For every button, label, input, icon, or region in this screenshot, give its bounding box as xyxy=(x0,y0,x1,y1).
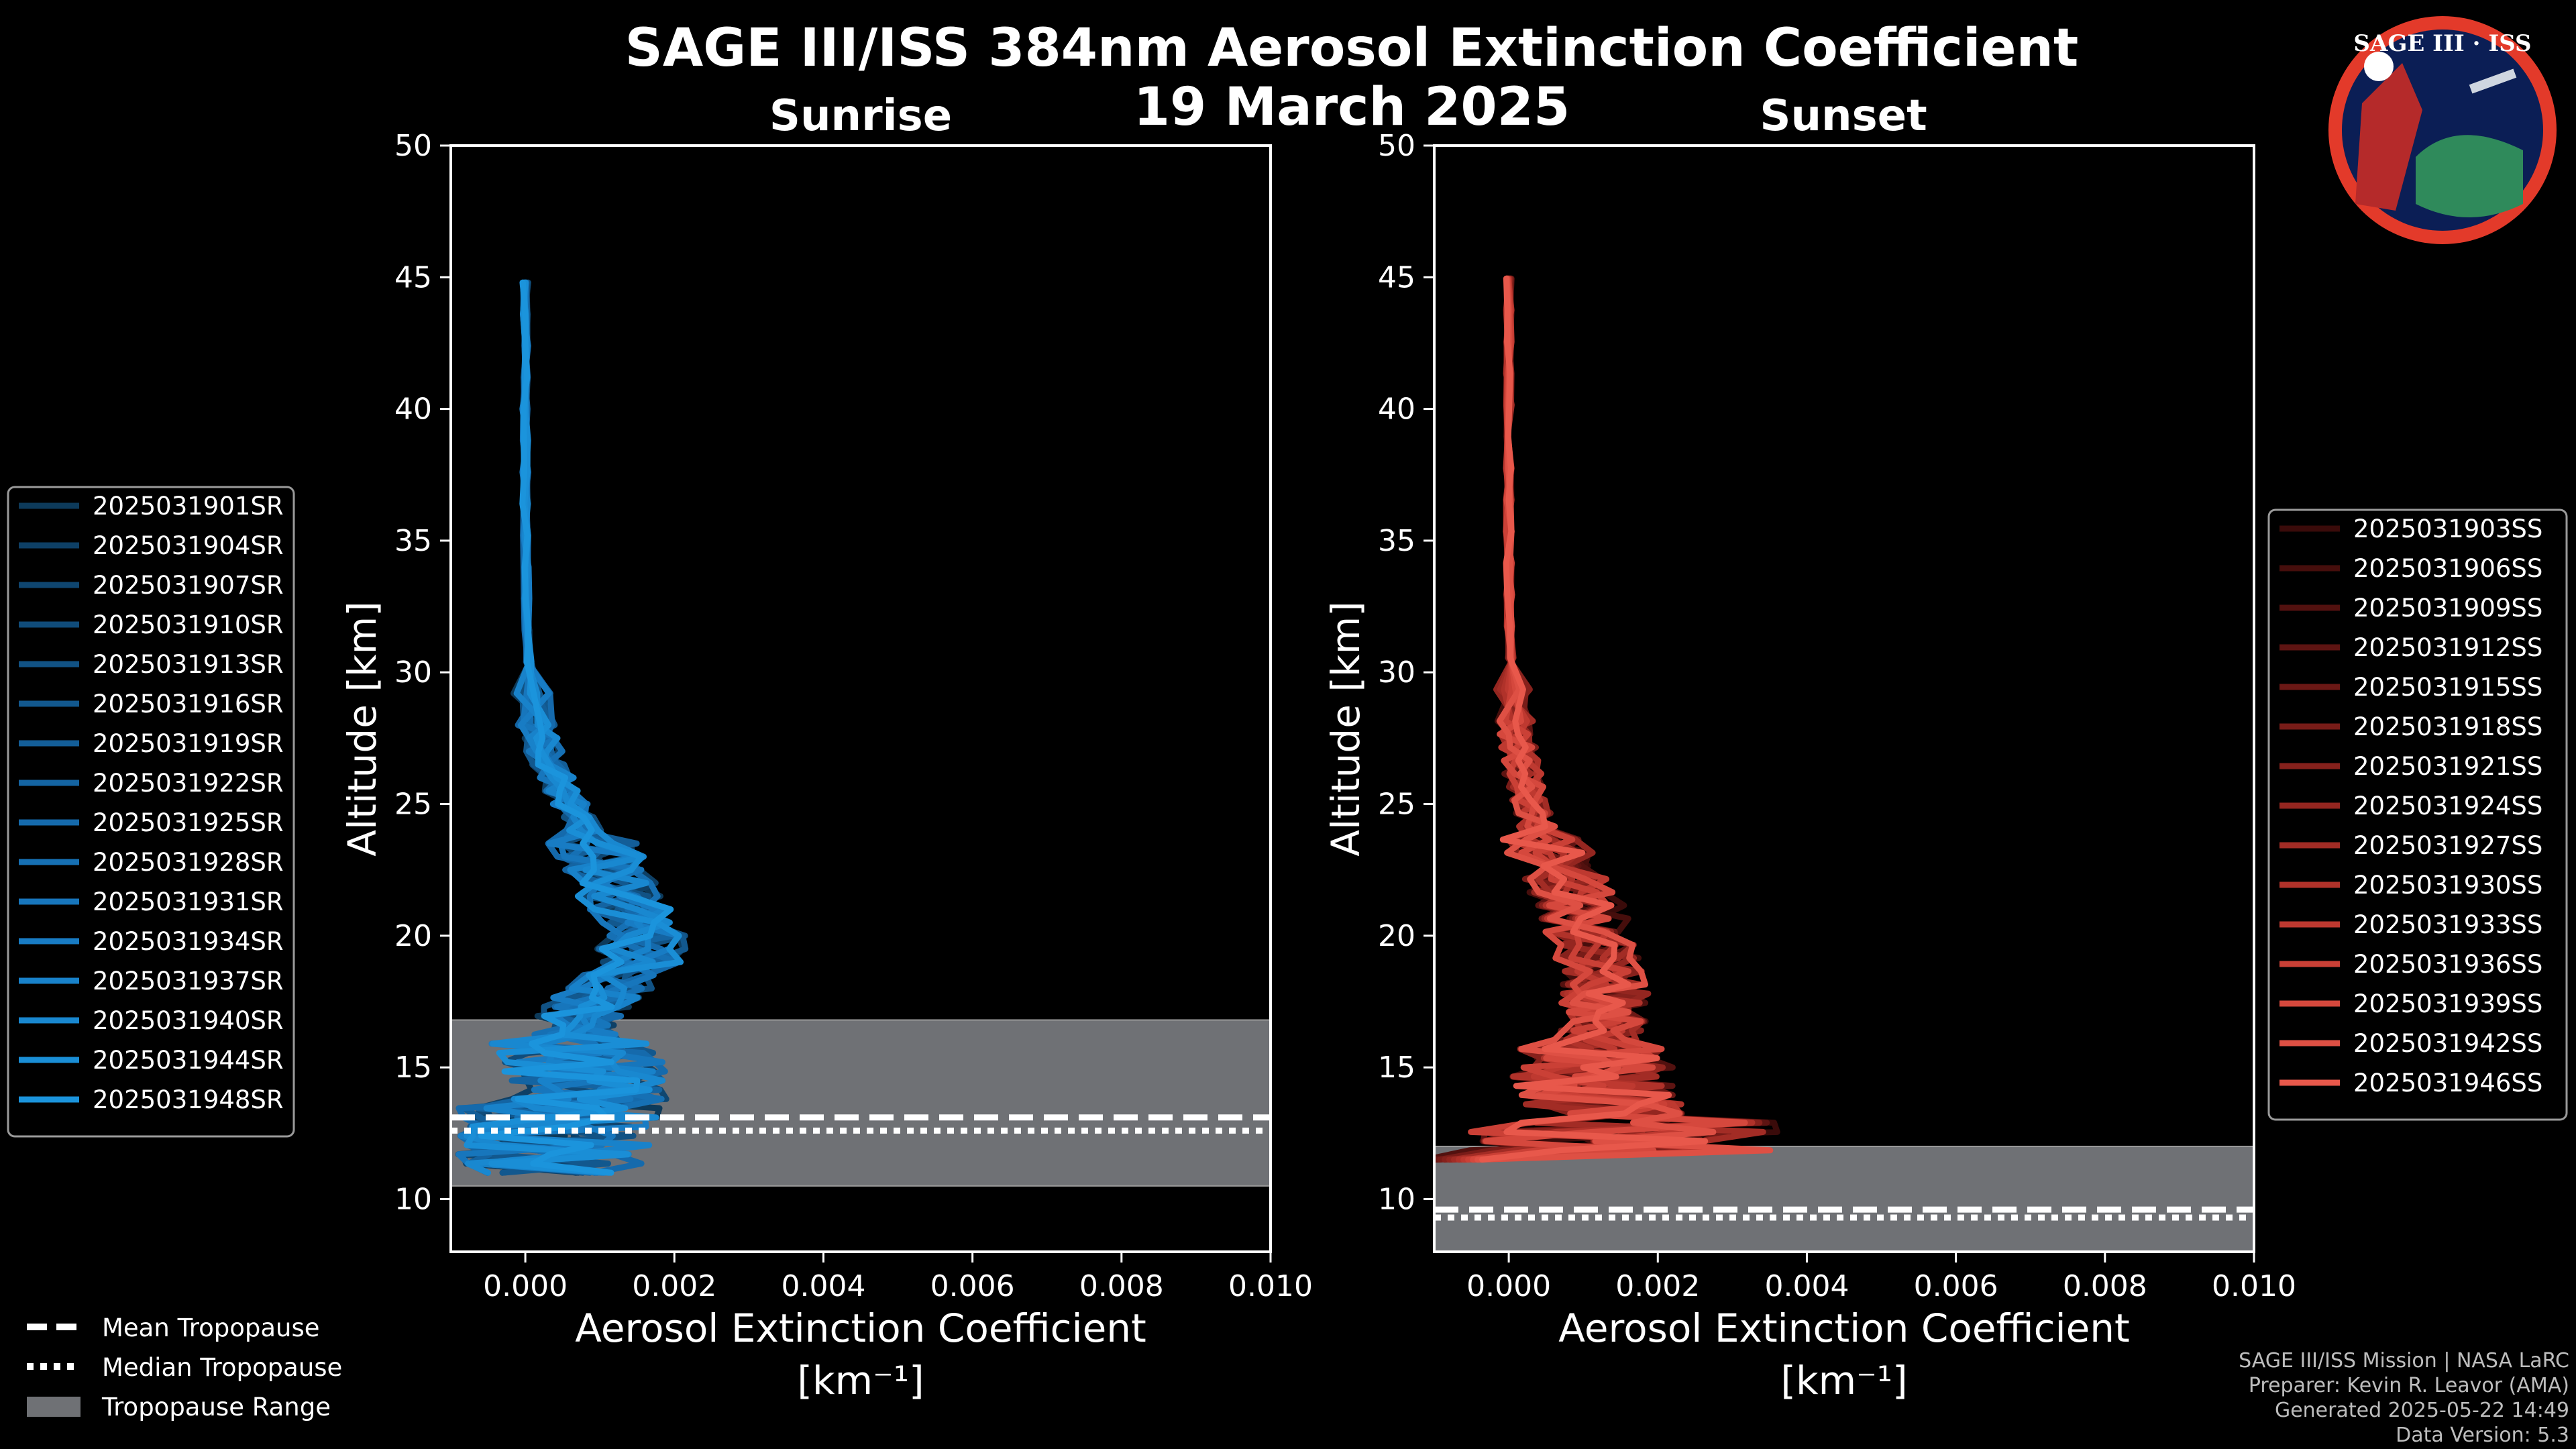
legend-label-2025031942SS: 2025031942SS xyxy=(2353,1029,2542,1058)
tropopause-range-label: Tropopause Range xyxy=(101,1393,331,1421)
sunset-frame xyxy=(1433,144,2255,1253)
footer-preparer: Preparer: Kevin R. Leavor (AMA) xyxy=(2249,1374,2569,1397)
legend-label-2025031903SS: 2025031903SS xyxy=(2353,515,2542,543)
legend-label-2025031937SR: 2025031937SR xyxy=(93,967,284,996)
sage-logo: SAGE III · ISS xyxy=(2328,16,2557,244)
legend-label-2025031918SS: 2025031918SS xyxy=(2353,712,2542,741)
sunset-legend-box xyxy=(2267,508,2568,1121)
logo-station-icon xyxy=(2469,68,2517,94)
sunset-tropopause-range xyxy=(1434,1145,2254,1252)
sunrise-legend-box xyxy=(7,486,295,1138)
sunset-ytick-label: 50 xyxy=(1378,129,1415,163)
sunrise-panel: 10 15 20 25 30 35 40 45 50 0.000 0.002 0.004 0.006 0.… xyxy=(339,91,1313,1403)
sunset-xtick-label: 0.008 xyxy=(2063,1269,2147,1303)
footer-mission: SAGE III/ISS Mission | NASA LaRC xyxy=(2239,1349,2569,1373)
tropopause-range-swatch xyxy=(27,1397,80,1417)
sunrise-xlabel: Aerosol Extinction Coefficient xyxy=(575,1305,1146,1351)
sunrise-xtick-label: 0.006 xyxy=(930,1269,1015,1303)
sunset-ytick-label: 20 xyxy=(1378,919,1415,953)
legend-label-2025031912SS: 2025031912SS xyxy=(2353,633,2542,662)
sunrise-ytick-label: 40 xyxy=(394,392,432,427)
sunrise-xtick-label: 0.004 xyxy=(781,1269,865,1303)
logo-text: SAGE III · ISS xyxy=(2353,30,2531,57)
sunset-ytick-label: 30 xyxy=(1378,655,1415,690)
legend-label-2025031939SS: 2025031939SS xyxy=(2353,989,2542,1018)
legend-label-2025031922SR: 2025031922SR xyxy=(93,769,284,798)
legend-label-2025031927SS: 2025031927SS xyxy=(2353,831,2542,860)
sunrise-xtick-label: 0.000 xyxy=(483,1269,568,1303)
footer: SAGE III/ISS Mission | NASA LaRC Prepare… xyxy=(2239,1349,2569,1447)
legend-label-2025031913SR: 2025031913SR xyxy=(93,650,284,679)
footer-generated: Generated 2025-05-22 14:49 xyxy=(2275,1399,2569,1422)
sunset-legend: 2025031903SS 2025031906SS 2025031909SS 2025… xyxy=(2267,508,2568,1121)
legend-label-2025031904SR: 2025031904SR xyxy=(93,531,284,560)
legend-label-2025031910SR: 2025031910SR xyxy=(93,610,284,639)
sunrise-ytick-label: 50 xyxy=(394,129,432,163)
legend-label-2025031946SS: 2025031946SS xyxy=(2353,1069,2542,1097)
mean-tropopause-label: Mean Tropopause xyxy=(102,1313,320,1342)
sunrise-legend: 2025031901SR 2025031904SR 2025031907SR 2025… xyxy=(7,486,295,1138)
sunrise-frame xyxy=(449,144,1272,1253)
legend-label-2025031934SR: 2025031934SR xyxy=(93,927,284,956)
sunset-ytick-label: 10 xyxy=(1378,1182,1415,1216)
logo-sun-icon xyxy=(2364,52,2394,81)
logo-earth-icon xyxy=(2416,135,2523,217)
legend-label-2025031907SR: 2025031907SR xyxy=(93,571,284,600)
legend-label-2025031915SS: 2025031915SS xyxy=(2353,673,2542,702)
sunset-xtick-label: 0.002 xyxy=(1615,1269,1700,1303)
sunset-xunits: [km⁻¹] xyxy=(1780,1358,1907,1403)
legend-label-2025031936SS: 2025031936SS xyxy=(2353,950,2542,979)
legend-label-2025031931SR: 2025031931SR xyxy=(93,888,284,916)
sunset-xtick-label: 0.000 xyxy=(1466,1269,1551,1303)
sunset-xtick-label: 0.006 xyxy=(1914,1269,1998,1303)
sunset-xlabel: Aerosol Extinction Coefficient xyxy=(1558,1305,2130,1351)
legend-label-2025031924SS: 2025031924SS xyxy=(2353,792,2542,820)
sunrise-ytick-label: 15 xyxy=(394,1051,432,1085)
legend-label-2025031906SS: 2025031906SS xyxy=(2353,554,2542,583)
legend-label-2025031948SR: 2025031948SR xyxy=(93,1085,284,1114)
legend-label-2025031928SR: 2025031928SR xyxy=(93,848,284,877)
legend-label-2025031930SS: 2025031930SS xyxy=(2353,871,2542,900)
sunrise-ylabel: Altitude [km] xyxy=(339,601,385,856)
sunset-profile-2025031946SS xyxy=(1479,275,1709,1163)
sunrise-xtick-label: 0.010 xyxy=(1228,1269,1313,1303)
legend-label-2025031909SS: 2025031909SS xyxy=(2353,594,2542,623)
sunset-xtick-label: 0.010 xyxy=(2212,1269,2296,1303)
legend-label-2025031921SS: 2025031921SS xyxy=(2353,752,2542,781)
footer-version: Data Version: 5.3 xyxy=(2396,1424,2569,1447)
sunrise-profile-2025031948SR xyxy=(478,279,674,1176)
legend-label-2025031916SR: 2025031916SR xyxy=(93,690,284,718)
legend-label-2025031919SR: 2025031919SR xyxy=(93,729,284,758)
sunrise-ytick-label: 10 xyxy=(394,1182,432,1216)
sunrise-panel-title: Sunrise xyxy=(769,91,952,141)
sunrise-ytick-label: 35 xyxy=(394,524,432,558)
sunrise-xtick-label: 0.002 xyxy=(632,1269,716,1303)
sunrise-ytick-label: 25 xyxy=(394,788,432,822)
sunset-ytick-label: 40 xyxy=(1378,392,1415,427)
sunset-ytick-label: 25 xyxy=(1378,788,1415,822)
sunrise-ytick-label: 45 xyxy=(394,260,432,294)
sunset-ytick-label: 15 xyxy=(1378,1051,1415,1085)
sunset-panel-title: Sunset xyxy=(1760,91,1927,141)
sunrise-xunits: [km⁻¹] xyxy=(797,1358,924,1403)
figure-date: 19 March 2025 xyxy=(1134,77,1570,138)
sunrise-ytick-label: 30 xyxy=(394,655,432,690)
sunset-ytick-label: 35 xyxy=(1378,524,1415,558)
logo-figure-icon xyxy=(2355,63,2422,211)
sunset-ylabel: Altitude [km] xyxy=(1323,601,1368,856)
legend-label-2025031901SR: 2025031901SR xyxy=(93,492,284,521)
legend-label-2025031940SR: 2025031940SR xyxy=(93,1006,284,1035)
sunrise-xtick-label: 0.008 xyxy=(1079,1269,1164,1303)
legend-label-2025031944SR: 2025031944SR xyxy=(93,1046,284,1075)
sunset-xtick-label: 0.004 xyxy=(1764,1269,1849,1303)
sunrise-ytick-label: 20 xyxy=(394,919,432,953)
sunset-panel: 10 15 20 25 30 35 40 45 50 0.000 0.002 0.004 0.006 0.… xyxy=(1323,91,2296,1403)
median-tropopause-label: Median Tropopause xyxy=(102,1353,342,1382)
figure-title: SAGE III/ISS 384nm Aerosol Extinction Co… xyxy=(625,18,2079,78)
tropopause-legend: Mean Tropopause Median Tropopause Tropop… xyxy=(27,1313,342,1421)
legend-label-2025031925SR: 2025031925SR xyxy=(93,808,284,837)
legend-label-2025031933SS: 2025031933SS xyxy=(2353,910,2542,939)
sunset-ytick-label: 45 xyxy=(1378,260,1415,294)
